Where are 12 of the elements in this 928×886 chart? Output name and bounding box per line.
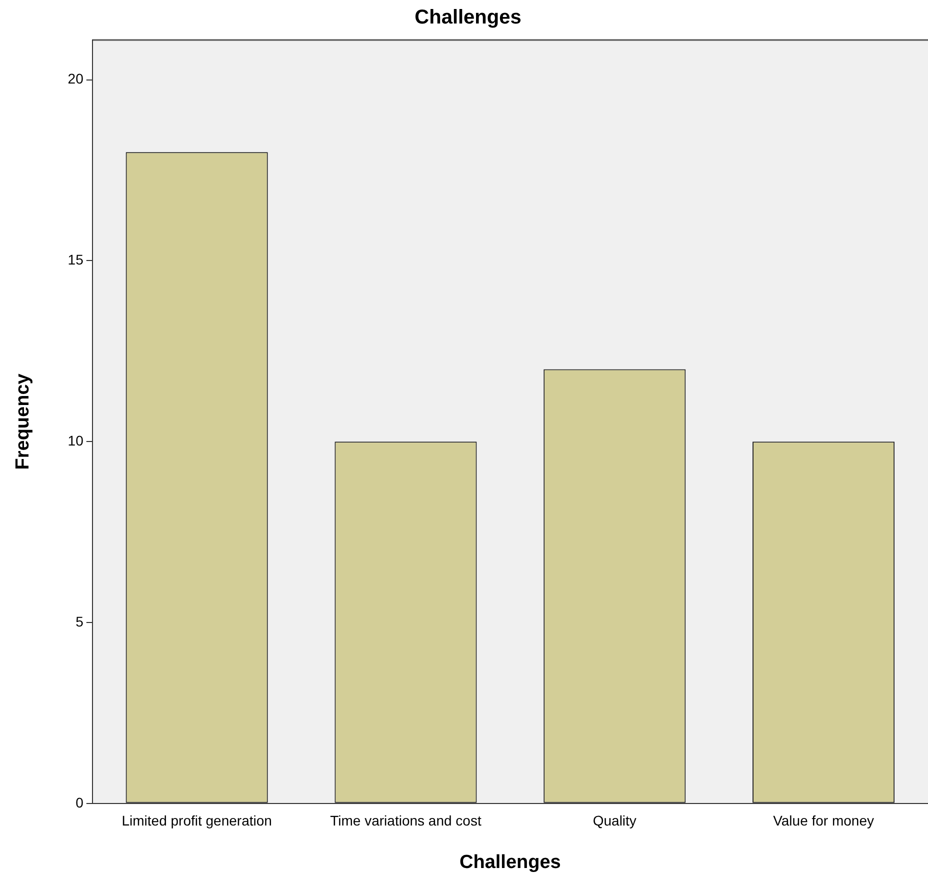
x-tick-label: Value for money [773,812,874,829]
y-tick-label: 10 [68,432,84,448]
x-tick-label: Time variations and cost [330,812,482,829]
y-tick-label: 15 [68,252,84,268]
y-tick-label: 20 [68,70,84,87]
y-tick-label: 5 [76,613,84,630]
x-tick-label: Limited profit generation [122,812,272,829]
x-axis-title: Challenges [460,852,561,873]
chart-title: Challenges [414,6,522,29]
x-tick-label: Quality [592,812,636,829]
y-axis-title: Frequency [12,373,34,470]
y-tick-label: 0 [76,794,84,810]
